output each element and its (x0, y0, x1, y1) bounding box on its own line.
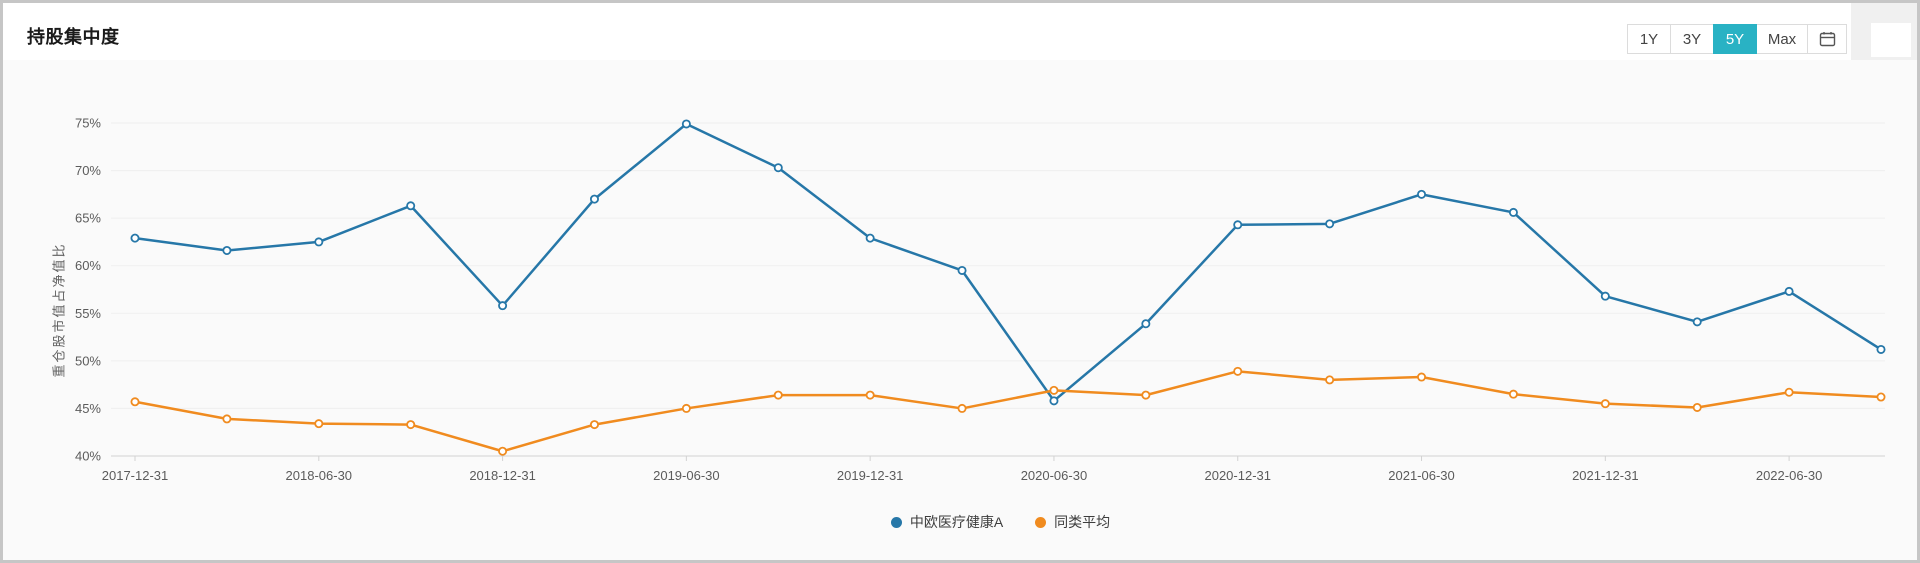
range-button-1y[interactable]: 1Y (1627, 24, 1671, 54)
data-point[interactable] (406, 201, 416, 211)
data-point[interactable] (1141, 319, 1151, 329)
data-point[interactable] (1325, 219, 1335, 229)
data-point[interactable] (681, 403, 691, 413)
y-tick-label: 40% (75, 449, 101, 464)
data-point[interactable] (1417, 372, 1427, 382)
legend-item-average[interactable]: 同类平均 (1035, 512, 1110, 532)
data-point[interactable] (1784, 387, 1794, 397)
data-point[interactable] (1508, 389, 1518, 399)
time-range-controls: 1Y 3Y 5Y Max (1627, 24, 1847, 54)
calendar-icon (1819, 32, 1835, 47)
data-point[interactable] (314, 237, 324, 247)
data-point[interactable] (1600, 291, 1610, 301)
series-line-1[interactable] (130, 366, 1886, 456)
x-tick-label: 2021-12-31 (1572, 468, 1639, 483)
detached-panel (1871, 23, 1911, 57)
data-point[interactable] (314, 419, 324, 429)
data-point[interactable] (498, 446, 508, 456)
data-point[interactable] (1417, 189, 1427, 199)
x-axis-labels: 2017-12-31 2018-06-30 2018-12-31 2019-06-30… (102, 456, 1823, 483)
data-point[interactable] (222, 245, 232, 255)
legend-label-average: 同类平均 (1054, 514, 1111, 530)
range-button-5y[interactable]: 5Y (1713, 24, 1757, 54)
x-tick-label: 2019-06-30 (653, 468, 720, 483)
y-tick-label: 75% (75, 116, 101, 131)
data-point[interactable] (865, 233, 875, 243)
data-point[interactable] (773, 390, 783, 400)
data-point[interactable] (773, 163, 783, 173)
y-axis-title: 重仓股市值占净值比 (51, 242, 67, 378)
data-point[interactable] (406, 420, 416, 430)
y-axis-labels: 40% 45% 50% 55% 60% 65% 70% 75% (75, 116, 101, 464)
data-point[interactable] (957, 403, 967, 413)
data-point[interactable] (1049, 396, 1059, 406)
data-point[interactable] (681, 119, 691, 129)
data-point[interactable] (1233, 220, 1243, 230)
legend-label-fund: 中欧医疗健康A (909, 514, 1004, 530)
x-tick-label: 2021-06-30 (1388, 468, 1455, 483)
data-point[interactable] (1876, 344, 1886, 354)
legend-item-fund[interactable]: 中欧医疗健康A (890, 512, 1004, 532)
data-point[interactable] (498, 301, 508, 311)
data-point[interactable] (1784, 286, 1794, 296)
legend-dot-average (1035, 516, 1047, 528)
data-point[interactable] (1876, 392, 1886, 402)
x-tick-label: 2018-12-31 (469, 468, 536, 483)
x-tick-label: 2020-06-30 (1021, 468, 1088, 483)
series-line-0[interactable] (130, 119, 1886, 406)
y-tick-label: 65% (75, 211, 101, 226)
grid-lines (111, 122, 1885, 409)
chart-area: 40% 45% 50% 55% 60% 65% 70% 75% 2017-12-31 2018-0… (3, 60, 1917, 560)
x-tick-label: 2017-12-31 (102, 468, 169, 483)
header: 持股集中度 1Y 3Y 5Y Max (3, 3, 1917, 60)
data-point[interactable] (589, 194, 599, 204)
y-tick-label: 50% (75, 353, 101, 368)
data-point[interactable] (1233, 366, 1243, 376)
page-title: 持股集中度 (27, 27, 120, 47)
y-tick-label: 70% (75, 163, 101, 178)
calendar-button[interactable] (1807, 24, 1847, 54)
data-point[interactable] (1508, 207, 1518, 217)
range-button-max[interactable]: Max (1756, 24, 1808, 54)
data-point[interactable] (1049, 385, 1059, 395)
data-point[interactable] (1600, 399, 1610, 409)
line-chart[interactable]: 40% 45% 50% 55% 60% 65% 70% 75% 2017-12-31 2018-0… (3, 3, 1917, 560)
data-point[interactable] (1692, 402, 1702, 412)
y-tick-label: 60% (75, 258, 101, 273)
data-point[interactable] (222, 414, 232, 424)
data-point[interactable] (1141, 390, 1151, 400)
x-tick-label: 2022-06-30 (1756, 468, 1823, 483)
x-tick-label: 2018-06-30 (286, 468, 353, 483)
data-point[interactable] (589, 420, 599, 430)
y-tick-label: 45% (75, 401, 101, 416)
y-tick-label: 55% (75, 306, 101, 321)
data-point[interactable] (130, 397, 140, 407)
x-tick-label: 2020-12-31 (1204, 468, 1271, 483)
legend-dot-fund (890, 516, 902, 528)
data-point[interactable] (957, 265, 967, 275)
data-point[interactable] (1692, 317, 1702, 327)
data-point[interactable] (865, 390, 875, 400)
x-tick-label: 2019-12-31 (837, 468, 904, 483)
legend: 中欧医疗健康A 同类平均 (113, 512, 1888, 532)
data-point[interactable] (1325, 375, 1335, 385)
data-point[interactable] (130, 233, 140, 243)
